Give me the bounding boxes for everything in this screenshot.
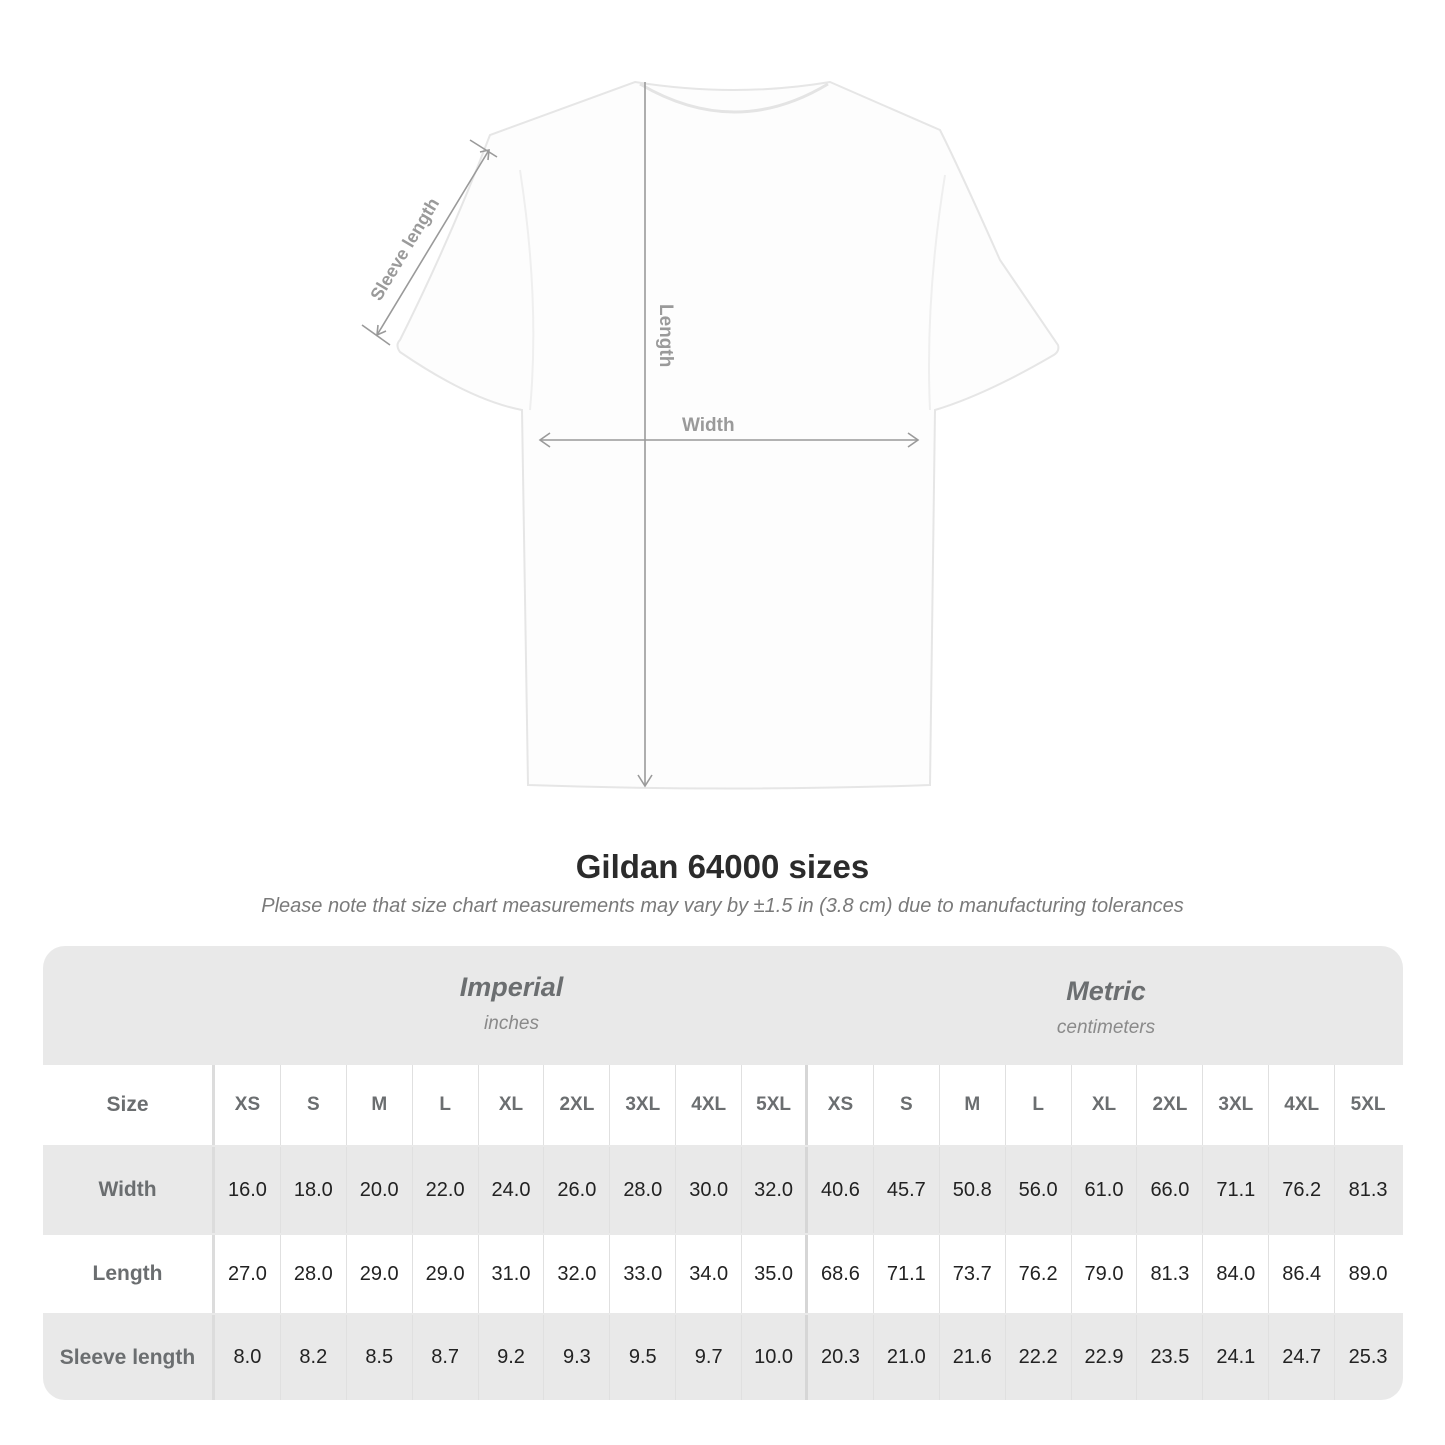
width-label: Width: [682, 415, 735, 436]
table-cell: 66.0: [1137, 1147, 1204, 1233]
table-cell: 68.6: [808, 1235, 874, 1313]
tshirt-image: [396, 80, 1060, 790]
table-cell: 76.2: [1269, 1147, 1336, 1233]
table-cell: 35.0: [742, 1235, 809, 1313]
table-cell: 79.0: [1072, 1235, 1138, 1313]
table-cell: 8.7: [413, 1315, 479, 1400]
table-cell: 29.0: [413, 1235, 479, 1313]
size-header-imperial: XL: [479, 1065, 545, 1145]
metric-header: Metric centimeters: [809, 946, 1403, 1093]
table-cell: 21.0: [874, 1315, 940, 1400]
table-row-width: Width 16.0 18.0 20.0 22.0 24.0 26.0 28.0 30.0 32.…: [43, 1147, 1403, 1233]
metric-unit: centimeters: [1056, 1017, 1156, 1038]
table-cell: 25.3: [1348, 1346, 1388, 1368]
table-cell: 20.3: [808, 1315, 874, 1400]
tolerance-note: Please note that size chart measurements…: [261, 895, 1184, 917]
size-header-imperial: L: [413, 1065, 479, 1145]
table-cell: 40.6: [808, 1147, 874, 1233]
table-row-size: Size XS S M L XL 2XL 3XL 4XL 5XL XS S M L XL 2XL 3XL 4XL…: [43, 1065, 1403, 1145]
table-cell: 86.4: [1269, 1235, 1336, 1313]
table-cell: 31.0: [479, 1235, 545, 1313]
size-header-metric: S: [874, 1065, 940, 1145]
table-cell: 18.0: [281, 1147, 347, 1233]
size-header-imperial: 2XL: [544, 1065, 611, 1145]
page-title: Gildan 64000 sizes: [575, 848, 870, 885]
row-label: Length: [43, 1235, 215, 1313]
table-cell: 45.7: [874, 1147, 940, 1233]
table-cell: 20.0: [347, 1147, 413, 1233]
table-cell: 32.0: [742, 1147, 809, 1233]
table-cell: 10.0: [742, 1315, 809, 1400]
table-cell: 73.7: [940, 1235, 1006, 1313]
table-cell: 9.5: [610, 1315, 677, 1400]
table-cell: 50.8: [940, 1147, 1006, 1233]
size-header-imperial: 4XL: [676, 1065, 743, 1145]
table-cell: 56.0: [1006, 1147, 1072, 1233]
table-cell: 28.0: [610, 1147, 677, 1233]
table-row-sleeve-length: Sleeve length 8.0 8.2 8.5 8.7 9.2 9.3 9.5 9.7 10.…: [43, 1315, 1403, 1400]
table-cell: 33.0: [610, 1235, 677, 1313]
table-cell: 16.0: [215, 1147, 281, 1233]
size-table: Imperial inches Metric centimeters Size …: [43, 946, 1403, 1400]
size-header-metric: 4XL: [1269, 1065, 1336, 1145]
row-label: Size: [43, 1065, 215, 1145]
size-header-metric: 2XL: [1137, 1065, 1204, 1145]
imperial-unit: inches: [484, 1013, 539, 1034]
table-row-length: Length 27.0 28.0 29.0 29.0 31.0 32.0 33.0 34.0 35…: [43, 1235, 1403, 1313]
table-cell: 8.5: [347, 1315, 413, 1400]
imperial-header: Imperial inches: [215, 946, 808, 1089]
metric-label: Metric: [1066, 976, 1146, 1006]
size-header-metric: 5XL: [1350, 1094, 1386, 1115]
size-header-metric: M: [940, 1065, 1006, 1145]
table-cell: 22.0: [413, 1147, 479, 1233]
table-cell: 84.0: [1203, 1235, 1270, 1313]
table-cell: 9.3: [544, 1315, 611, 1400]
table-cell: 27.0: [215, 1235, 281, 1313]
table-cell: 81.3: [1137, 1235, 1204, 1313]
table-cell: 34.0: [676, 1235, 743, 1313]
size-header-imperial: 5XL: [742, 1065, 809, 1145]
table-cell: 71.1: [874, 1235, 940, 1313]
size-header-metric: XS: [808, 1065, 874, 1145]
table-cell: 8.0: [215, 1315, 281, 1400]
sleeve-arrow: [376, 149, 490, 336]
length-label: Length: [655, 304, 676, 367]
size-header-metric: 3XL: [1203, 1065, 1270, 1145]
size-header-imperial: S: [281, 1065, 347, 1145]
table-cell: 26.0: [544, 1147, 611, 1233]
table-cell: 22.9: [1072, 1315, 1138, 1400]
table-cell: 24.0: [479, 1147, 545, 1233]
table-cell: 30.0: [676, 1147, 743, 1233]
table-cell: 23.5: [1137, 1315, 1204, 1400]
tshirt-diagram: Sleeve length Length Width: [361, 80, 1060, 790]
table-cell: 89.0: [1348, 1262, 1388, 1285]
table-cell: 76.2: [1006, 1235, 1072, 1313]
table-cell: 24.7: [1269, 1315, 1336, 1400]
table-cell: 22.2: [1006, 1315, 1072, 1400]
table-cell: 71.1: [1203, 1147, 1270, 1233]
table-cell: 81.3: [1348, 1178, 1388, 1201]
table-cell: 61.0: [1072, 1147, 1138, 1233]
size-header-imperial: 3XL: [610, 1065, 677, 1145]
table-cell: 9.2: [479, 1315, 545, 1400]
table-cell: 24.1: [1203, 1315, 1270, 1400]
size-header-imperial: M: [347, 1065, 413, 1145]
table-cell: 21.6: [940, 1315, 1006, 1400]
table-cell: 9.7: [676, 1315, 743, 1400]
size-header-metric: XL: [1072, 1065, 1138, 1145]
table-cell: 29.0: [347, 1235, 413, 1313]
table-cell: 32.0: [544, 1235, 611, 1313]
imperial-label: Imperial: [459, 972, 564, 1002]
table-cell: 28.0: [281, 1235, 347, 1313]
size-header-metric: L: [1006, 1065, 1072, 1145]
row-label: Width: [43, 1147, 215, 1233]
row-label: Sleeve length: [43, 1315, 215, 1400]
table-cell: 8.2: [281, 1315, 347, 1400]
size-header-imperial: XS: [215, 1065, 281, 1145]
